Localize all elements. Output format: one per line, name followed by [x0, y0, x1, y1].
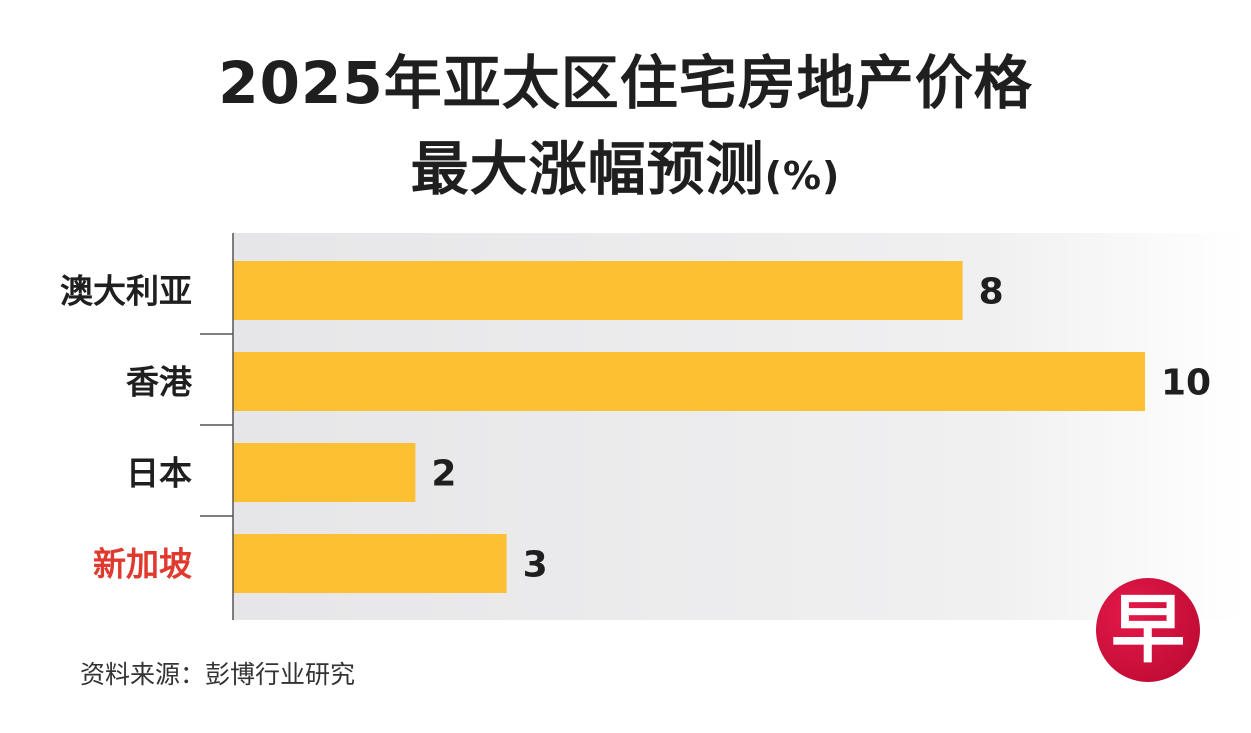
value-label: 10: [1161, 363, 1211, 404]
bar-2: [233, 443, 416, 502]
bar-3: [233, 534, 507, 593]
chart-title-line1: 2025年亚太区住宅房地产价格: [218, 49, 1033, 117]
bar-0: [233, 261, 963, 320]
bar-1: [233, 352, 1145, 411]
zaobao-logo: 早: [1096, 578, 1200, 682]
title-text: 最大涨幅预测: [410, 135, 765, 203]
category-label: 澳大利亚: [60, 272, 192, 311]
category-label: 日本: [126, 454, 192, 493]
value-label: 2: [431, 454, 456, 495]
title-unit: (%): [764, 154, 841, 198]
value-label: 8: [979, 272, 1004, 313]
category-label: 香港: [126, 363, 193, 402]
source-note: 资料来源：彭博行业研究: [80, 660, 356, 689]
category-label: 新加坡: [93, 545, 192, 584]
value-label: 3: [523, 545, 548, 586]
chart-title-line2: 最大涨幅预测(%): [0, 122, 1251, 206]
